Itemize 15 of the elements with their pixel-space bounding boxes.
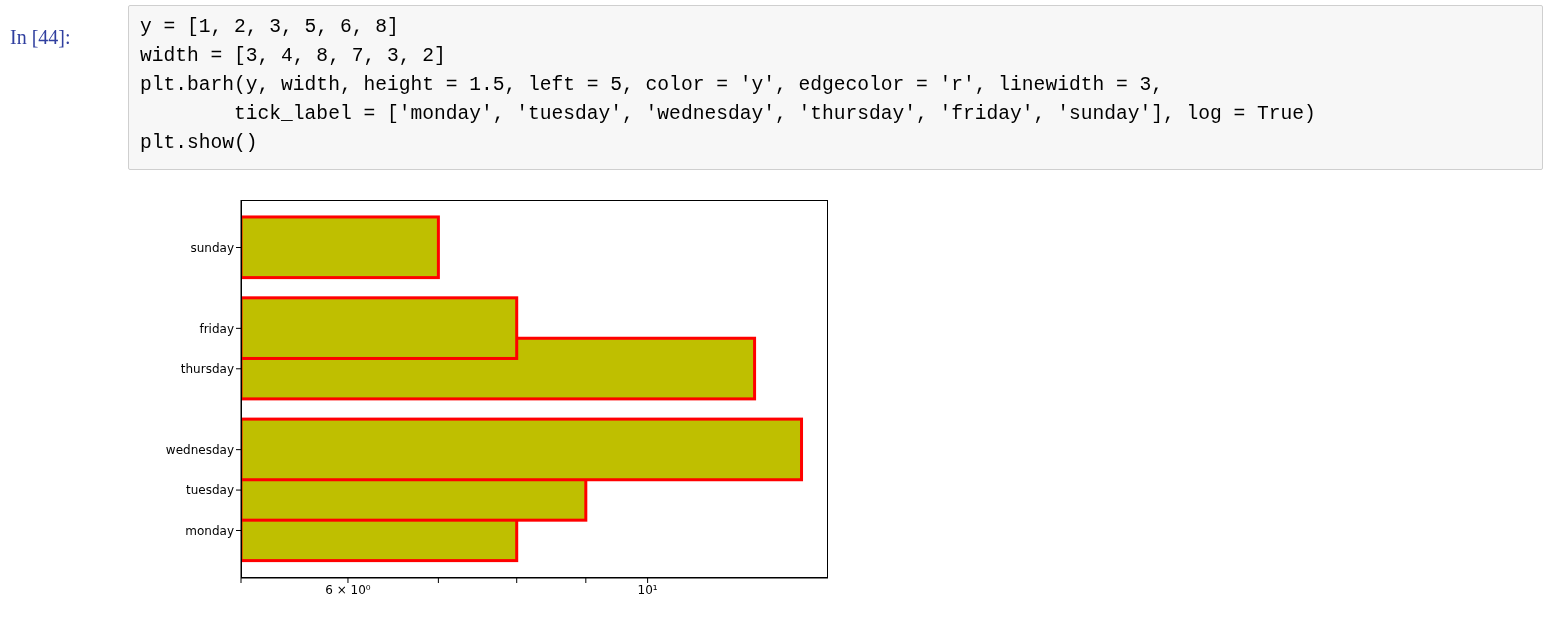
text: tick_label = ['monday', 'tuesday', 'wednesday', 'thursday', 'friday', 'sunday'], log = True) [233, 102, 1317, 127]
text: y = [1, 2, 3, 5, 6, 8] [140, 15, 400, 40]
x-tick-label: 6 × 10⁰ [325, 582, 371, 597]
x-tick-label: 10¹ [637, 582, 658, 597]
text: In [44]: [10, 26, 71, 49]
y-tick-label: friday [199, 321, 234, 336]
text: plt.show() [140, 131, 259, 156]
text: plt.barh(y, width, height = 1.5, left = 5, color = 'y', edgecolor = 'r', linewidth = 3, [140, 73, 1164, 98]
y-tick-label: thursday [180, 362, 234, 377]
y-tick-label: wednesday [165, 442, 234, 457]
y-tick-label: tuesday [185, 483, 234, 498]
y-tick-label: sunday [190, 240, 234, 255]
y-tick-label: monday [185, 523, 234, 538]
text: width = [3, 4, 8, 7, 3, 2] [140, 44, 447, 69]
bar [241, 215, 440, 280]
